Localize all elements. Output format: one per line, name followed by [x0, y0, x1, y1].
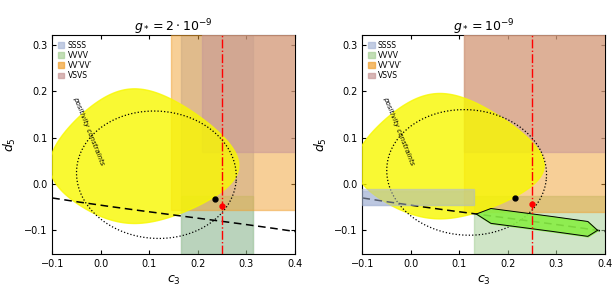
Polygon shape: [50, 89, 239, 224]
Y-axis label: $d_5$: $d_5$: [313, 137, 328, 152]
Y-axis label: $d_5$: $d_5$: [2, 137, 18, 152]
Polygon shape: [203, 35, 305, 152]
Polygon shape: [355, 94, 544, 219]
X-axis label: $c_3$: $c_3$: [166, 274, 181, 287]
Polygon shape: [181, 196, 254, 254]
X-axis label: $c_3$: $c_3$: [476, 274, 491, 287]
Polygon shape: [181, 35, 254, 254]
Polygon shape: [362, 191, 474, 205]
Polygon shape: [171, 35, 305, 209]
Text: positivity constraints: positivity constraints: [382, 96, 415, 166]
Title: $g_* = 10^{-9}$: $g_* = 10^{-9}$: [453, 17, 515, 37]
Polygon shape: [464, 35, 614, 152]
Legend: SSSS, VVVV, VV′VV′, VSVS: SSSS, VVVV, VV′VV′, VSVS: [56, 39, 93, 82]
Legend: SSSS, VVVV, VV′VV′, VSVS: SSSS, VVVV, VV′VV′, VSVS: [366, 39, 404, 82]
Text: positivity constraints: positivity constraints: [72, 96, 105, 166]
Polygon shape: [474, 196, 614, 254]
Polygon shape: [362, 189, 474, 205]
Polygon shape: [464, 35, 614, 212]
Title: $g_* = 2 \cdot 10^{-9}$: $g_* = 2 \cdot 10^{-9}$: [134, 17, 212, 37]
